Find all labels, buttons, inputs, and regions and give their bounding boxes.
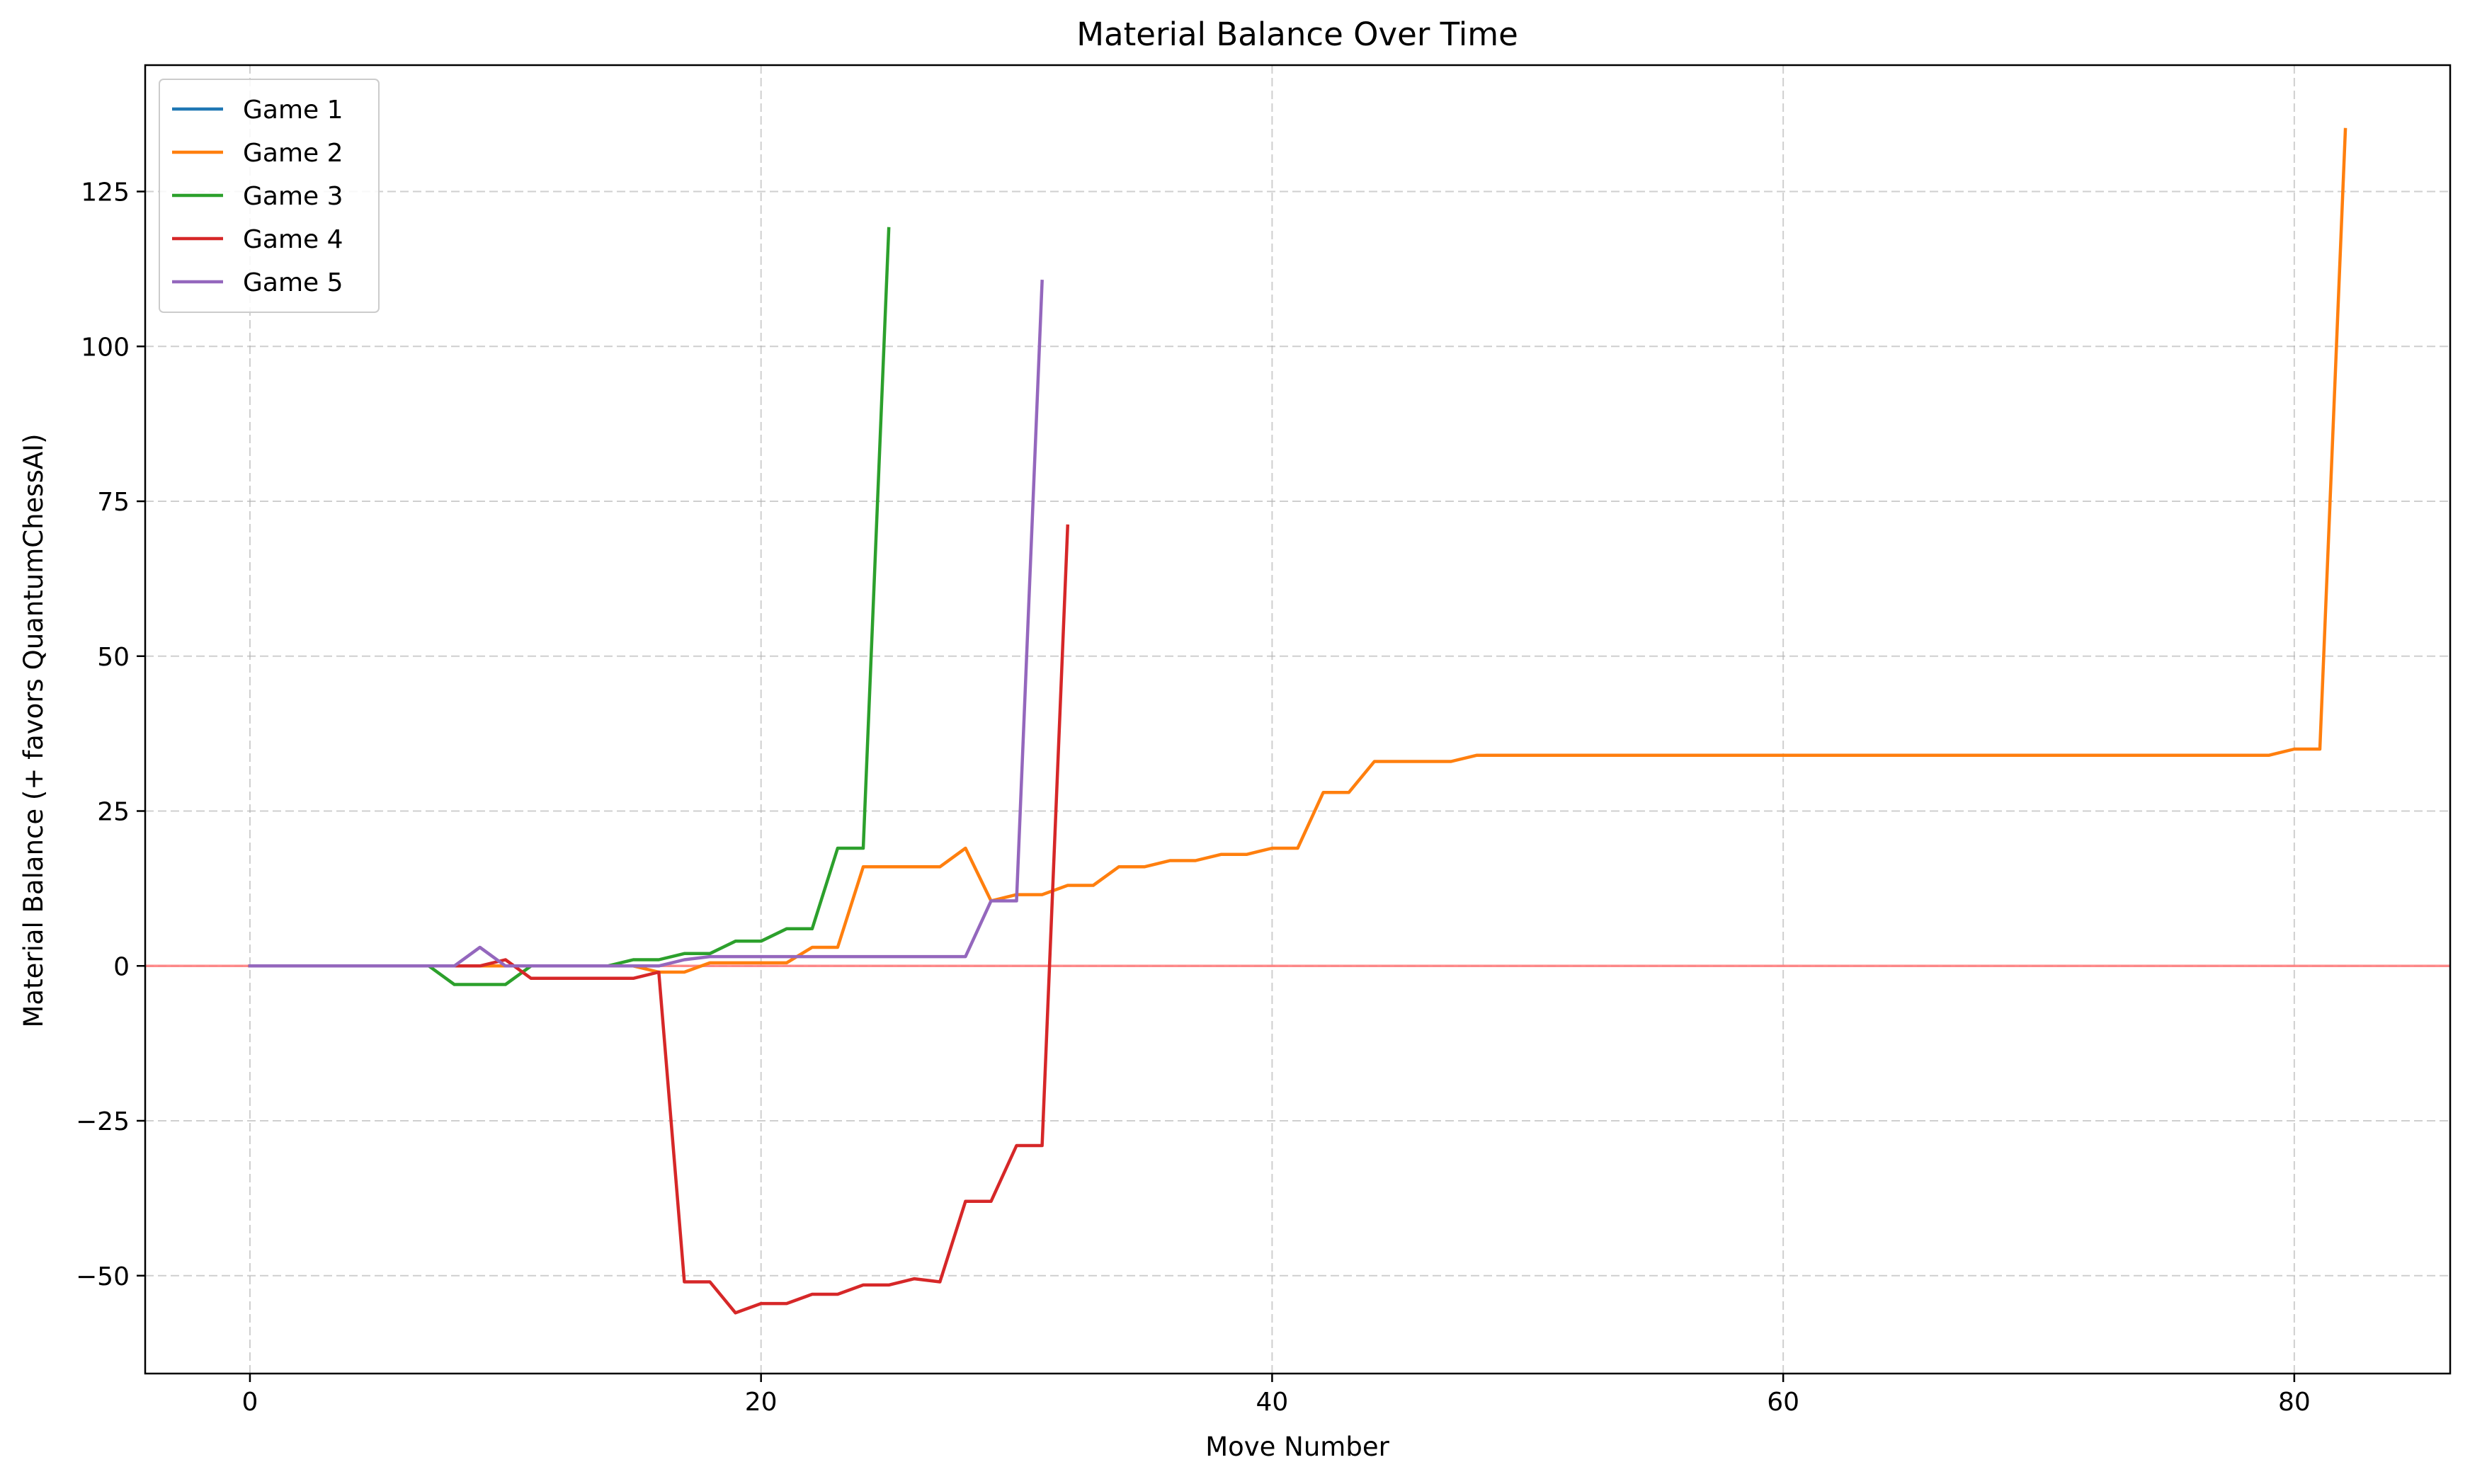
y-tick-label: 125 [81,178,130,207]
y-tick-label: 25 [97,798,130,827]
y-tick-label: 100 [81,333,130,362]
plot-frame [144,64,2452,1375]
legend-label: Game 5 [243,268,343,297]
legend-label: Game 1 [243,96,343,125]
y-tick-label: −50 [76,1262,130,1291]
y-tick-label: −25 [76,1107,130,1136]
series-line-game-5 [248,280,1044,968]
x-axis-label: Move Number [1205,1432,1389,1462]
chart-title: Material Balance Over Time [1076,16,1518,53]
legend-label: Game 2 [243,139,343,168]
x-tick-label: 20 [745,1388,778,1417]
y-tick-label: 0 [113,952,130,981]
legend-label: Game 3 [243,182,343,211]
y-tick-label: 50 [97,643,130,672]
series-layer [248,127,2347,1315]
x-tick-label: 80 [2278,1388,2311,1417]
tick-layer: 0 20 40 60 80 −50 −25 0 25 50 75 100 125 [76,178,2311,1417]
legend-box [159,79,380,313]
x-tick-label: 60 [1767,1388,1799,1417]
y-axis-label: Material Balance (+ favors QuantumChessA… [18,433,49,1027]
y-tick-label: 75 [97,488,130,517]
x-tick-label: 40 [1256,1388,1289,1417]
x-tick-label: 0 [242,1388,258,1417]
legend: Game 1 Game 2 Game 3 Game 4 Game 5 [159,79,380,313]
legend-label: Game 4 [243,225,343,254]
